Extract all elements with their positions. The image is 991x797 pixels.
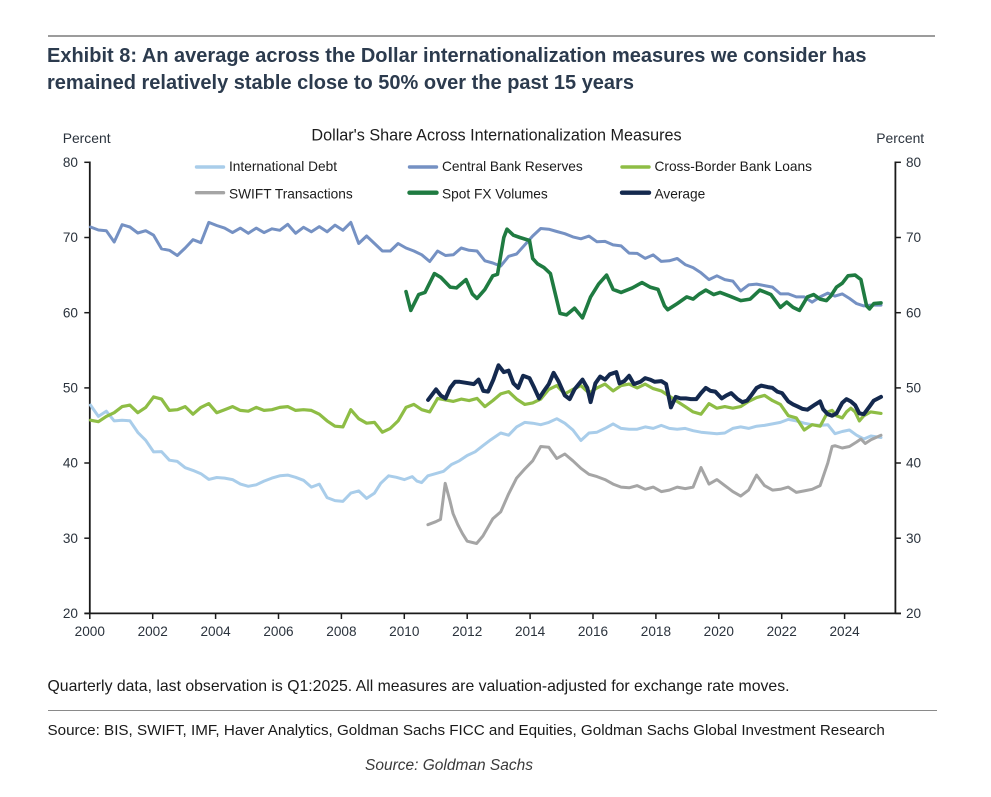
svg-text:20: 20 — [63, 606, 79, 621]
svg-text:70: 70 — [906, 230, 922, 245]
svg-text:2022: 2022 — [767, 624, 797, 639]
svg-text:2002: 2002 — [138, 624, 168, 639]
svg-text:International Debt: International Debt — [229, 159, 337, 174]
svg-text:SWIFT Transactions: SWIFT Transactions — [229, 186, 353, 201]
svg-text:2024: 2024 — [829, 624, 860, 639]
svg-text:Dollar's Share Across Internat: Dollar's Share Across Internationalizati… — [311, 127, 681, 145]
svg-text:Central Bank Reserves: Central Bank Reserves — [442, 159, 583, 174]
svg-text:Percent: Percent — [876, 130, 924, 146]
svg-text:2012: 2012 — [452, 624, 482, 639]
svg-text:2006: 2006 — [263, 624, 293, 639]
svg-text:2000: 2000 — [75, 624, 106, 639]
svg-text:2010: 2010 — [389, 624, 420, 639]
svg-text:2004: 2004 — [200, 624, 231, 639]
svg-text:50: 50 — [63, 381, 79, 396]
svg-text:70: 70 — [63, 230, 79, 245]
svg-text:80: 80 — [906, 155, 922, 170]
svg-text:20: 20 — [906, 606, 922, 621]
svg-text:2008: 2008 — [326, 624, 356, 639]
svg-text:Average: Average — [655, 186, 706, 201]
svg-text:30: 30 — [906, 531, 922, 546]
svg-text:2018: 2018 — [641, 624, 671, 639]
svg-text:80: 80 — [63, 155, 79, 170]
svg-text:2014: 2014 — [515, 624, 546, 639]
svg-text:40: 40 — [906, 456, 922, 471]
svg-text:60: 60 — [906, 305, 922, 320]
svg-text:Spot FX Volumes: Spot FX Volumes — [442, 186, 548, 201]
svg-text:Cross-Border Bank Loans: Cross-Border Bank Loans — [655, 159, 813, 174]
svg-text:40: 40 — [63, 456, 79, 471]
svg-text:2020: 2020 — [704, 624, 735, 639]
svg-text:Percent: Percent — [63, 130, 111, 146]
svg-text:50: 50 — [906, 381, 922, 396]
svg-text:30: 30 — [63, 531, 79, 546]
svg-text:2016: 2016 — [578, 624, 608, 639]
svg-text:60: 60 — [63, 305, 79, 320]
